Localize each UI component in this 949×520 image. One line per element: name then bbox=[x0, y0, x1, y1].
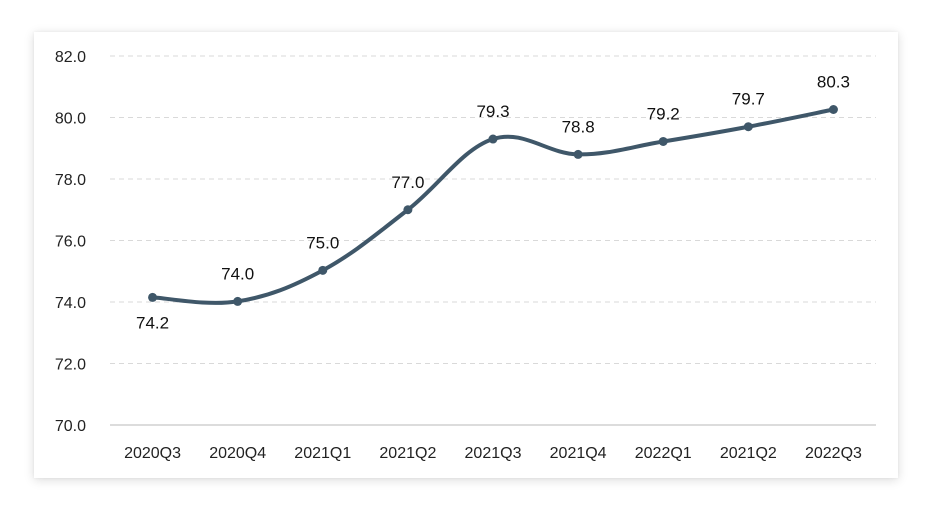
data-label: 79.7 bbox=[732, 90, 765, 109]
x-tick-label: 2021Q2 bbox=[720, 445, 777, 462]
y-tick-label: 80.0 bbox=[55, 111, 86, 128]
data-label: 79.3 bbox=[476, 102, 509, 121]
data-label: 79.2 bbox=[647, 104, 680, 123]
data-label: 78.8 bbox=[562, 117, 595, 136]
y-axis-tick-labels: 70.0 72.0 74.0 76.0 78.0 80.0 82.0 bbox=[55, 49, 86, 435]
x-tick-label: 2020Q3 bbox=[124, 445, 181, 462]
y-tick-label: 74.0 bbox=[55, 295, 86, 312]
y-tick-label: 76.0 bbox=[55, 234, 86, 251]
x-tick-label: 2022Q3 bbox=[805, 445, 862, 462]
x-tick-label: 2021Q3 bbox=[465, 445, 522, 462]
x-tick-label: 2021Q4 bbox=[550, 445, 607, 462]
data-point bbox=[573, 149, 583, 159]
data-label: 77.0 bbox=[391, 173, 424, 192]
data-label: 75.0 bbox=[306, 233, 339, 252]
data-labels: 74.2 74.0 75.0 77.0 79.3 78.8 79.2 79.7 80.3 bbox=[136, 73, 850, 333]
x-tick-label: 2021Q1 bbox=[294, 445, 351, 462]
data-label: 80.3 bbox=[817, 73, 850, 92]
data-label: 74.0 bbox=[221, 264, 254, 283]
data-point bbox=[488, 134, 498, 144]
x-tick-label: 2020Q4 bbox=[209, 445, 266, 462]
data-point bbox=[658, 136, 668, 146]
y-tick-label: 82.0 bbox=[55, 49, 86, 66]
x-tick-label: 2021Q2 bbox=[379, 445, 436, 462]
data-label: 74.2 bbox=[136, 313, 169, 332]
x-axis-tick-labels: 2020Q3 2020Q4 2021Q1 2021Q2 2021Q3 2021Q4 2022… bbox=[124, 445, 862, 462]
chart-card bbox=[34, 32, 898, 478]
data-point bbox=[318, 265, 328, 275]
y-tick-label: 78.0 bbox=[55, 172, 86, 189]
y-tick-label: 70.0 bbox=[55, 418, 86, 435]
data-point bbox=[148, 292, 158, 302]
data-point bbox=[233, 296, 243, 306]
data-point bbox=[403, 205, 413, 215]
data-point bbox=[828, 105, 838, 115]
x-tick-label: 2022Q1 bbox=[635, 445, 692, 462]
y-tick-label: 72.0 bbox=[55, 357, 86, 374]
data-point bbox=[743, 122, 753, 132]
data-points bbox=[148, 105, 838, 306]
